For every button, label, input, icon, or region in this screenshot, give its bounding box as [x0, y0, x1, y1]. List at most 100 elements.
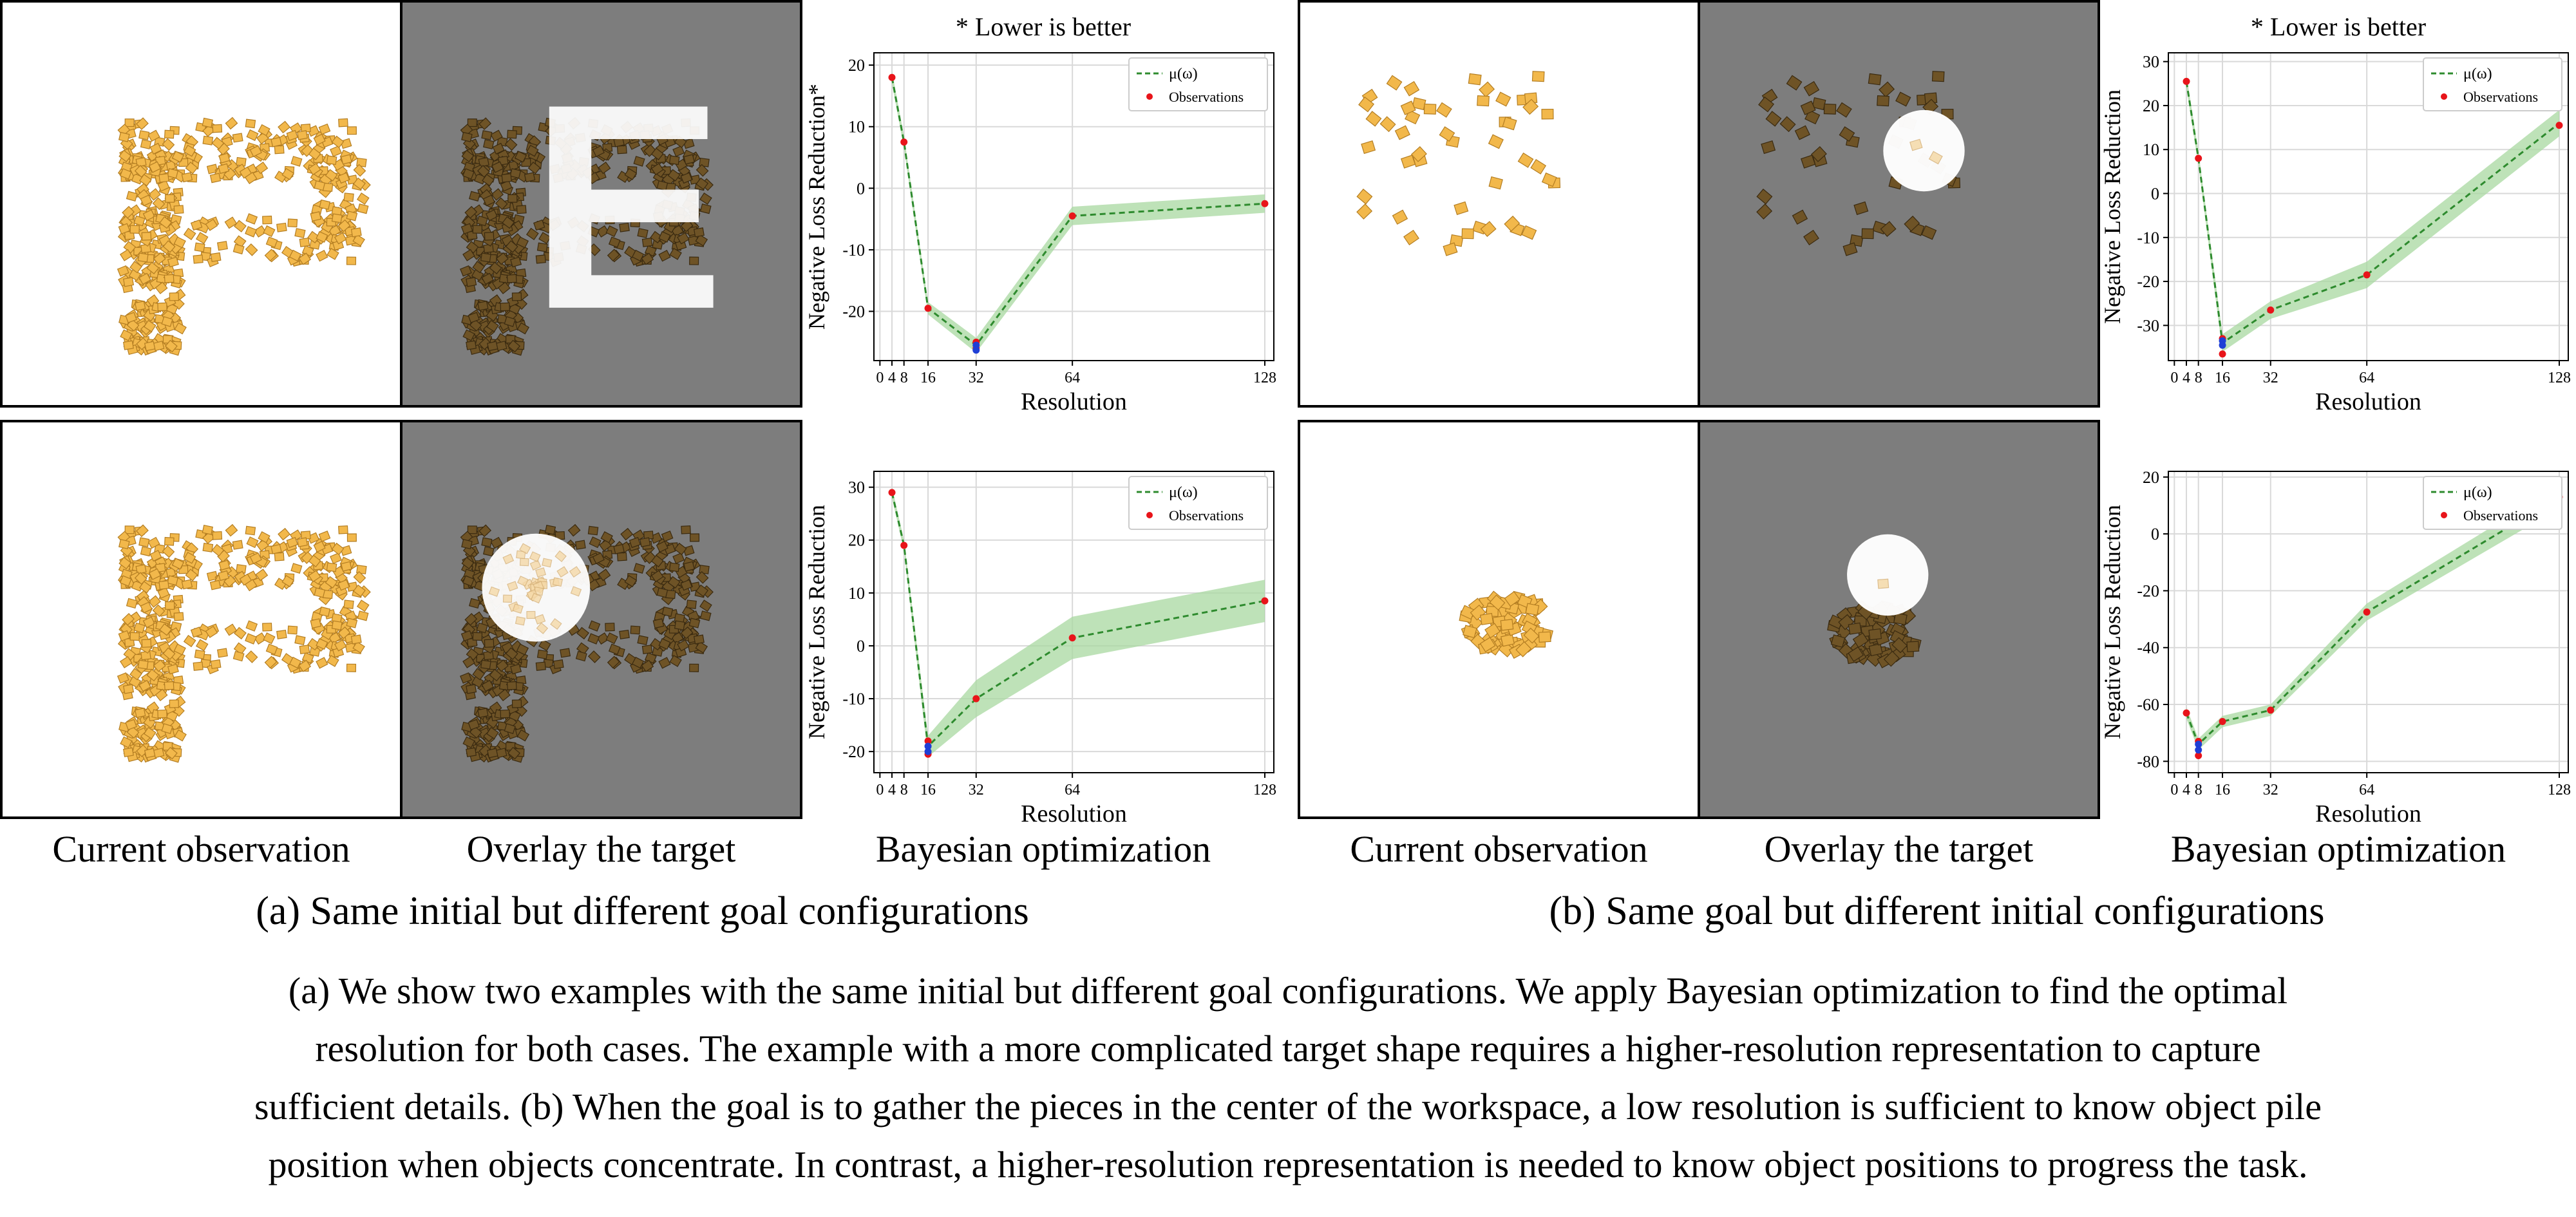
- piece: [535, 661, 546, 671]
- piece: [126, 191, 138, 202]
- piece: [587, 118, 599, 129]
- x-tick-label: 32: [2263, 782, 2278, 798]
- piece: [468, 719, 480, 730]
- piece: [157, 302, 167, 312]
- piece: [209, 580, 222, 590]
- piece: [500, 709, 510, 719]
- piece: [668, 155, 680, 165]
- piece: [174, 729, 187, 742]
- piece: [598, 162, 611, 175]
- piece: [356, 193, 370, 205]
- piece: [148, 568, 162, 580]
- piece: [1779, 116, 1796, 133]
- piece: [1541, 172, 1557, 187]
- y-tick-label: 20: [2143, 468, 2159, 487]
- piece: [461, 556, 475, 570]
- piece: [218, 153, 231, 164]
- piece: [497, 281, 511, 294]
- piece: [496, 252, 509, 265]
- piece: [688, 211, 701, 222]
- piece: [650, 554, 664, 568]
- piece: [124, 118, 135, 127]
- piece: [202, 542, 214, 552]
- piece: [529, 551, 541, 562]
- piece: [123, 747, 134, 757]
- piece: [346, 533, 357, 542]
- piece: [1435, 102, 1452, 118]
- piece: [481, 537, 493, 547]
- piece: [325, 169, 338, 182]
- piece: [1835, 102, 1852, 118]
- piece: [1468, 73, 1482, 86]
- caption-line-1: (a) We show two examples with the same i…: [288, 970, 2288, 1012]
- col-label-current-a: Current observation: [52, 828, 350, 870]
- piece: [490, 536, 503, 549]
- piece: [245, 243, 258, 256]
- piece: [695, 234, 708, 247]
- piece: [195, 639, 209, 652]
- legend-box: [2423, 57, 2562, 111]
- piece: [326, 155, 337, 165]
- piece: [1800, 100, 1816, 115]
- piece: [125, 719, 137, 730]
- piece: [346, 663, 357, 672]
- mean-line: [2185, 81, 2560, 345]
- piece: [466, 277, 477, 287]
- piece: [152, 604, 166, 618]
- piece: [1839, 126, 1855, 142]
- piece: [338, 118, 348, 127]
- piece: [696, 571, 709, 584]
- x-tick-label: 16: [2215, 370, 2230, 386]
- piece: [308, 570, 321, 583]
- piece: [661, 123, 674, 135]
- piece: [341, 561, 352, 572]
- observation-point: [888, 73, 896, 81]
- x-tick-label: 0: [876, 782, 884, 798]
- confidence-band: [892, 487, 1265, 757]
- piece: [1386, 75, 1403, 91]
- x-tick-label: 64: [1065, 782, 1080, 798]
- piece: [129, 225, 140, 234]
- piece: [1758, 96, 1775, 113]
- piece: [619, 629, 630, 639]
- piece: [476, 215, 488, 227]
- piece: [316, 657, 328, 669]
- piece: [1800, 155, 1816, 169]
- piece: [1358, 96, 1375, 113]
- piece: [472, 261, 486, 274]
- col-label-bo-b: Bayesian optimization: [2170, 828, 2506, 870]
- piece: [298, 659, 312, 672]
- piece: [270, 543, 282, 554]
- piece: [500, 180, 513, 192]
- piece: [165, 746, 178, 760]
- piece: [287, 218, 298, 228]
- piece: [553, 252, 564, 262]
- piece: [534, 614, 546, 625]
- piece: [502, 216, 515, 229]
- piece: [122, 205, 135, 219]
- piece: [600, 531, 613, 543]
- piece: [140, 650, 151, 661]
- piece: [337, 172, 350, 184]
- piece: [607, 656, 620, 669]
- scene-b-bottom-overlay: [1698, 420, 2100, 819]
- piece: [1904, 215, 1920, 232]
- piece: [318, 531, 331, 542]
- piece: [538, 639, 551, 652]
- piece: [472, 668, 486, 681]
- x-tick-label: 0: [2170, 782, 2178, 798]
- piece: [681, 525, 691, 534]
- piece: [142, 209, 155, 222]
- piece: [307, 231, 320, 243]
- y-tick-label: -60: [2137, 695, 2159, 714]
- piece: [278, 527, 290, 541]
- observation-point: [2363, 271, 2371, 279]
- piece: [164, 129, 175, 139]
- piece: [164, 536, 175, 546]
- legend-box: [2423, 476, 2562, 530]
- piece: [319, 199, 331, 210]
- piece: [270, 137, 282, 147]
- piece: [338, 525, 348, 534]
- piece: [462, 329, 475, 341]
- piece: [278, 120, 290, 134]
